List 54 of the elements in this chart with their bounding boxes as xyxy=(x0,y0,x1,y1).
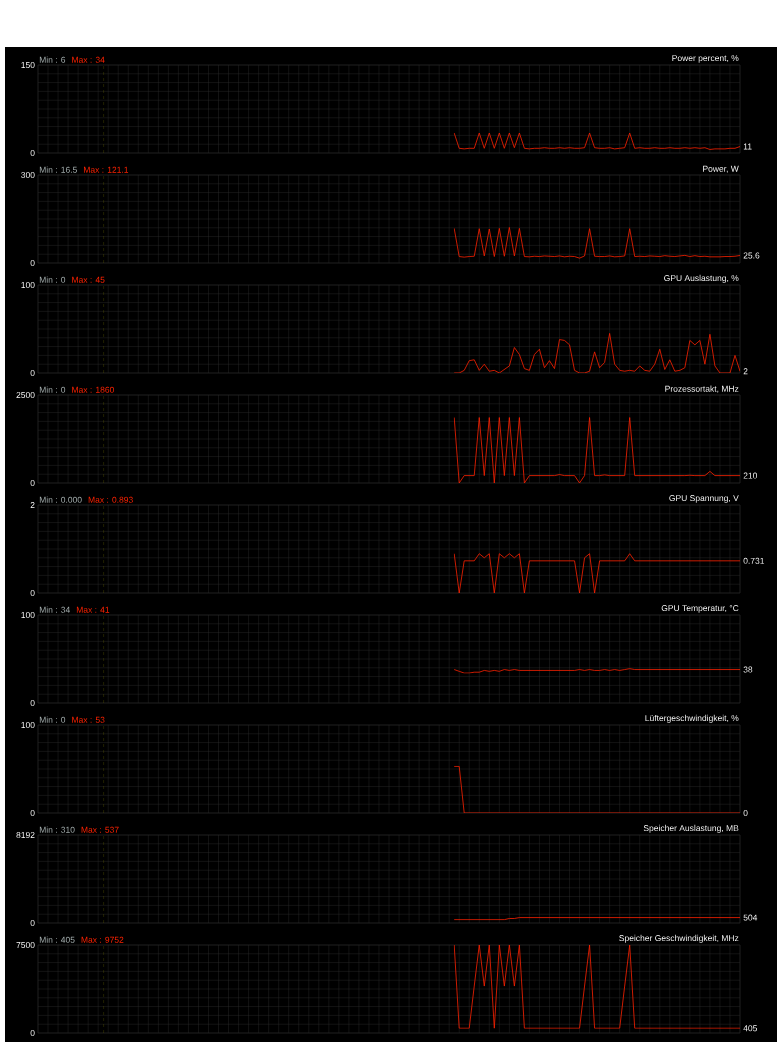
chart-title: Power percent, % xyxy=(672,55,739,63)
text: 405 xyxy=(743,1025,758,1032)
text: Min : 0.000 xyxy=(39,496,82,503)
y-tick-label: 0 xyxy=(30,479,35,486)
text: Min : 310 xyxy=(39,826,75,833)
text: Max : 121.1 xyxy=(84,166,129,173)
y-tick-label: 0 xyxy=(30,920,35,926)
chart-title: Prozessortakt, MHz xyxy=(665,385,739,393)
text: 11 xyxy=(743,143,752,150)
text: Max : 0.893 xyxy=(88,496,133,503)
chart-title: Lüftergeschwindigkeit, % xyxy=(645,714,739,723)
y-tick-label: 150 xyxy=(21,61,35,68)
chart-title: GPU Temperatur, °C xyxy=(661,605,739,613)
text: 0 xyxy=(743,810,748,816)
text: Min : 0 xyxy=(39,276,66,283)
text: Min : 16.5 xyxy=(39,166,77,173)
text: Min : 0 xyxy=(39,716,66,723)
text: Max : 9752 xyxy=(81,936,124,943)
text: Min : 34 xyxy=(39,606,70,613)
chart-title: GPU Spannung, V xyxy=(669,495,739,503)
y-tick-label: 300 xyxy=(21,171,35,178)
y-tick-label: 0 xyxy=(30,1029,35,1036)
y-tick-label: 0 xyxy=(30,589,35,596)
text: 25.6 xyxy=(743,252,760,259)
y-tick-label: 0 xyxy=(30,259,35,266)
text: 504 xyxy=(743,914,758,921)
y-tick-label: 100 xyxy=(21,611,35,618)
y-tick-label: 2500 xyxy=(16,391,35,398)
y-tick-label: 2 xyxy=(30,502,35,508)
y-tick-label: 0 xyxy=(30,699,35,706)
text: Max : 34 xyxy=(72,56,105,63)
text: 2 xyxy=(743,368,748,375)
text: Max : 1860 xyxy=(72,386,114,393)
text: Max : 537 xyxy=(81,826,119,833)
chart-title: Speicher Auslastung, MB xyxy=(643,824,739,833)
text: Min : 6 xyxy=(39,56,66,63)
y-tick-label: 7500 xyxy=(16,942,35,948)
y-tick-label: 8192 xyxy=(16,832,35,838)
y-tick-label: 100 xyxy=(21,721,35,728)
text: Min : 0 xyxy=(39,386,66,393)
text: Max : 41 xyxy=(76,606,110,613)
text: 38 xyxy=(743,666,753,673)
text: Max : 45 xyxy=(72,276,105,283)
text: Max : 53 xyxy=(72,716,105,723)
text: Min : 405 xyxy=(39,936,75,943)
chart-title: GPU Auslastung, % xyxy=(664,274,739,283)
chart-title: Power, W xyxy=(703,165,739,173)
chart-title: Speicher Geschwindigkeit, MHz xyxy=(619,934,739,943)
text: 0.731 xyxy=(743,557,765,564)
y-tick-label: 0 xyxy=(30,810,35,816)
y-tick-label: 0 xyxy=(30,149,35,156)
y-tick-label: 100 xyxy=(21,281,35,288)
y-tick-label: 0 xyxy=(30,369,35,376)
text: 210 xyxy=(743,472,758,479)
